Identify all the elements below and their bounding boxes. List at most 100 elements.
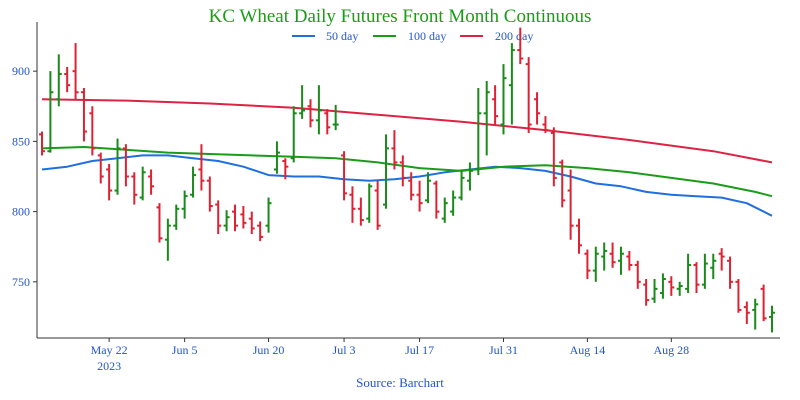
ohlc-bar: [475, 88, 482, 176]
ohlc-bar: [710, 253, 717, 280]
ohlc-bar: [349, 186, 356, 223]
ohlc-bar: [47, 71, 54, 153]
ohlc-bar: [693, 262, 700, 294]
ohlc-bar: [550, 127, 557, 187]
ohlc-bar: [72, 43, 79, 100]
ohlc-bar: [181, 190, 188, 219]
ohlc-bar: [508, 43, 515, 125]
ohlc-bar: [223, 210, 230, 232]
legend-label-100-day: 100 day: [408, 29, 446, 43]
legend-label-50-day: 50 day: [326, 29, 358, 43]
ohlc-bar: [701, 253, 708, 289]
ohlc-bar: [450, 190, 457, 216]
ma-line-200-day: [41, 98, 773, 164]
x-tick-label-1: Jun 5: [172, 343, 198, 357]
x-tick-label-7: Aug 28: [653, 343, 689, 357]
legend-label-200-day: 200 day: [495, 29, 533, 43]
axes: 750 800 850 900 May 22 2023 Jun 5 Jun 20 Jul 3 Ju…: [12, 22, 780, 373]
ohlc-bar: [64, 66, 71, 93]
ohlc-bar: [500, 64, 507, 135]
ohlc-bar: [668, 276, 675, 296]
ohlc-bar: [248, 211, 255, 235]
ohlc-bar: [122, 144, 129, 187]
ohlc-bar: [215, 200, 222, 235]
ohlc-bar: [206, 176, 213, 212]
ohlc-bar: [534, 92, 541, 125]
ohlc-bar: [97, 152, 104, 184]
ohlc-bar: [391, 130, 398, 170]
ohlc-bar: [584, 249, 591, 280]
ohlc-bar: [55, 54, 62, 107]
ohlc-bar: [735, 279, 742, 313]
ohlc-bar: [676, 281, 683, 296]
ohlc-bar: [307, 99, 314, 128]
ohlc-bar: [685, 253, 692, 294]
y-tick-label-900: 900: [12, 64, 30, 78]
ohlc-bar: [559, 159, 566, 208]
ohlc-bar: [383, 134, 390, 209]
ohlc-bar: [131, 172, 138, 205]
ohlc-bar: [341, 151, 348, 201]
ohlc-bar: [80, 88, 87, 142]
ohlc-bar: [198, 144, 205, 191]
ohlc-bar: [332, 104, 339, 131]
ohlc-bar: [374, 180, 381, 230]
ohlc-bar: [525, 57, 532, 133]
ohlc-bar: [282, 158, 289, 180]
ohlc-bar: [366, 183, 373, 223]
ohlc-bar: [743, 301, 750, 324]
x-tick-label-0: May 22: [91, 343, 128, 357]
ohlc-bar: [727, 256, 734, 289]
ohlc-bar: [290, 106, 297, 163]
ohlc-bar: [240, 205, 247, 229]
ohlc-bar: [173, 204, 180, 230]
ohlc-bar: [626, 250, 633, 271]
ohlc-bar: [106, 163, 113, 201]
ohlc-bar: [609, 242, 616, 268]
ohlc-bar: [718, 248, 725, 271]
ohlc-bar: [643, 279, 650, 306]
ohlc-bar: [148, 169, 155, 195]
ohlc-bar: [542, 116, 549, 133]
ohlc-bars: [39, 27, 775, 333]
ohlc-bar: [458, 169, 465, 201]
ohlc-bar: [399, 155, 406, 187]
source-note: Source: Barchart: [356, 375, 444, 390]
ohlc-bar: [760, 284, 767, 322]
ohlc-bar: [769, 305, 775, 333]
ohlc-bar: [408, 172, 415, 201]
ohlc-bar: [483, 80, 490, 156]
ohlc-bar: [441, 197, 448, 223]
ohlc-bar: [659, 273, 666, 299]
ohlc-bar: [592, 246, 599, 282]
x-tick-label-6: Aug 14: [570, 343, 606, 357]
ohlc-bar: [424, 172, 431, 204]
x-tick-label-2: Jun 20: [253, 343, 285, 357]
ohlc-bar: [265, 197, 272, 233]
chart-title: KC Wheat Daily Futures Front Month Conti…: [209, 6, 592, 27]
y-tick-label-800: 800: [12, 205, 30, 219]
ohlc-bar: [634, 260, 641, 289]
moving-average-lines: [41, 98, 773, 217]
ohlc-bar: [324, 109, 331, 135]
x-tick-label-5: Jul 31: [489, 343, 518, 357]
legend: 50 day 100 day 200 day: [292, 29, 533, 43]
ohlc-bar: [576, 218, 583, 254]
ohlc-bar: [517, 27, 524, 65]
ohlc-bar: [164, 218, 171, 261]
ohlc-bar: [257, 221, 264, 242]
ma-line-50-day: [41, 154, 773, 217]
ohlc-bar: [156, 203, 163, 243]
x-tick-label-3: Jul 3: [333, 343, 356, 357]
ohlc-bar: [231, 204, 238, 232]
ohlc-bar: [752, 298, 759, 330]
x-tick-label-4: Jul 17: [405, 343, 434, 357]
ohlc-bar: [601, 242, 608, 271]
ohlc-bar: [492, 85, 499, 125]
ohlc-bar: [357, 197, 364, 226]
y-tick-label-750: 750: [12, 275, 30, 289]
ohlc-bar: [567, 169, 574, 240]
y-tick-label-850: 850: [12, 134, 30, 148]
ohlc-bar: [114, 138, 121, 195]
